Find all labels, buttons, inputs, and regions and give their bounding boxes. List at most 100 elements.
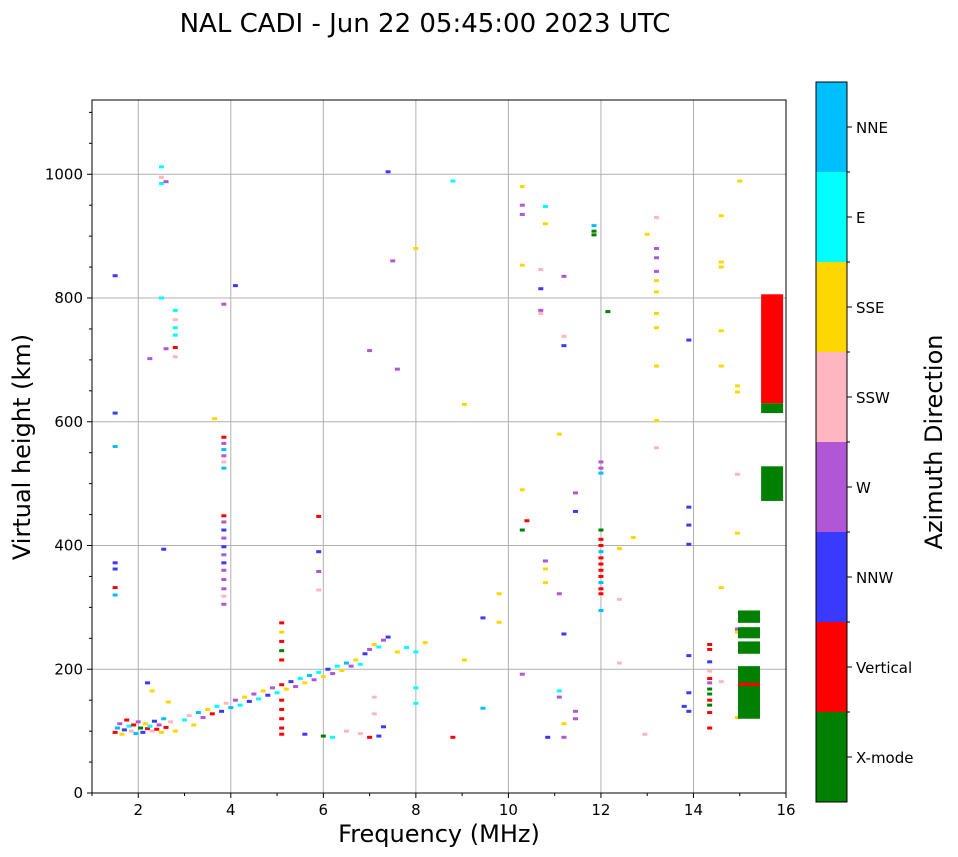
echo-point <box>119 732 125 736</box>
echo-point <box>221 536 227 540</box>
y-axis-label: Virtual height (km) <box>8 334 36 560</box>
echo-point <box>598 581 604 585</box>
echo-point <box>302 732 308 736</box>
echo-point <box>320 734 326 738</box>
echo-point <box>707 692 713 696</box>
echo-point <box>718 586 724 590</box>
echo-point <box>172 326 178 330</box>
echo-point <box>572 491 578 495</box>
echo-point <box>616 597 622 601</box>
echo-point <box>149 689 155 693</box>
echo-point <box>228 706 234 710</box>
echo-point <box>348 664 354 668</box>
echo-point <box>630 535 636 539</box>
echo-point <box>172 308 178 312</box>
echo-point <box>707 660 713 664</box>
echo-point <box>519 185 525 189</box>
echo-point <box>357 732 363 736</box>
data-marks <box>112 165 784 739</box>
echo-point <box>367 735 373 739</box>
colorbar-swatch <box>816 532 847 622</box>
echo-point <box>598 608 604 612</box>
echo-point <box>556 695 562 699</box>
echo-point <box>519 528 525 532</box>
echo-point <box>394 650 400 654</box>
x-tick-label: 8 <box>411 801 421 819</box>
echo-point <box>221 448 227 452</box>
echo-point <box>330 672 336 676</box>
echo-point <box>232 698 238 702</box>
echo-point <box>707 703 713 707</box>
echo-point <box>221 594 227 598</box>
echo-point <box>572 509 578 513</box>
echo-point <box>718 265 724 269</box>
echo-point <box>561 632 567 636</box>
echo-point <box>251 692 257 696</box>
echo-point <box>158 182 164 186</box>
echo-point <box>542 222 548 226</box>
echo-point <box>232 284 238 288</box>
y-tick-label: 0 <box>73 784 83 802</box>
echo-point <box>161 547 167 551</box>
echo-point <box>707 698 713 702</box>
echo-point <box>572 717 578 721</box>
colorbar-tick-label: E <box>856 209 865 227</box>
echo-bar <box>761 466 784 501</box>
echo-point <box>496 620 502 624</box>
echo-point <box>686 691 692 695</box>
echo-point <box>380 725 386 729</box>
echo-point <box>316 550 322 554</box>
echo-point <box>598 562 604 566</box>
echo-point <box>221 466 227 470</box>
echo-point <box>644 232 650 236</box>
echo-point <box>330 735 336 739</box>
echo-point <box>653 446 659 450</box>
echo-point <box>168 720 174 724</box>
echo-point <box>653 311 659 315</box>
echo-point <box>598 471 604 475</box>
echo-point <box>316 514 322 518</box>
colorbar-label: Azimuth Direction <box>920 335 948 550</box>
echo-point <box>133 732 139 736</box>
echo-point <box>380 638 386 642</box>
echo-bar <box>737 610 760 623</box>
y-tick-label: 1000 <box>45 165 83 183</box>
echo-point <box>172 318 178 322</box>
echo-point <box>598 537 604 541</box>
echo-point <box>480 706 486 710</box>
echo-point <box>376 645 382 649</box>
echo-point <box>339 668 345 672</box>
echo-point <box>542 204 548 208</box>
echo-point <box>172 355 178 359</box>
grid-lines <box>92 100 787 794</box>
echo-point <box>237 703 243 707</box>
echo-point <box>316 670 322 674</box>
echo-point <box>653 247 659 250</box>
x-tick-label: 16 <box>776 801 795 819</box>
echo-point <box>413 247 419 250</box>
echo-point <box>561 735 567 739</box>
echo-point <box>316 588 322 592</box>
echo-point <box>572 709 578 713</box>
echo-point <box>112 593 118 597</box>
x-tick-label: 6 <box>319 801 329 819</box>
colorbar-swatch <box>816 622 847 712</box>
echo-point <box>140 730 146 734</box>
echo-point <box>616 547 622 551</box>
echo-point <box>707 677 713 681</box>
echo-point <box>256 697 262 701</box>
colorbar-frame <box>815 81 848 803</box>
echo-point <box>279 639 285 643</box>
echo-point <box>718 214 724 218</box>
echo-point <box>707 669 713 673</box>
echo-point <box>172 333 178 337</box>
y-tick-label: 200 <box>54 660 83 678</box>
echo-point <box>542 567 548 571</box>
echo-point <box>707 726 713 730</box>
echo-point <box>182 718 188 722</box>
echo-point <box>734 630 740 634</box>
echo-point <box>221 435 227 439</box>
echo-point <box>598 568 604 572</box>
echo-point <box>450 179 456 183</box>
echo-point <box>269 686 275 690</box>
